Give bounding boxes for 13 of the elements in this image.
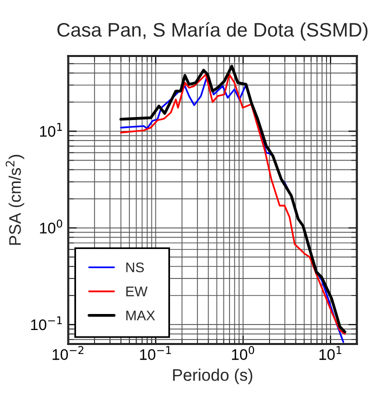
x-tick-label: 10$^{1}$ (319, 346, 342, 360)
x-tick-label: 10$^{0}$ (232, 346, 254, 360)
y-tick-label: 10$^{1}$ (40, 123, 62, 137)
y-tick-label: 10$^{0}$ (40, 220, 62, 234)
legend-label: NS (126, 262, 144, 272)
legend-label: EW (126, 286, 148, 296)
x-tick-label: 10$^{−1}$ (140, 346, 171, 360)
x-tick-label: 10$^{−2}$ (52, 346, 84, 360)
chart-title: Casa Pan, S María de Dota (SSMD) (57, 22, 368, 41)
y-tick-label: 10$^{−1}$ (31, 316, 62, 330)
x-axis-title: Periodo (s) (173, 368, 252, 384)
legend-label: MAX (126, 310, 155, 320)
y-axis-title: PSA (cm/s$^{2}$) (6, 154, 24, 245)
